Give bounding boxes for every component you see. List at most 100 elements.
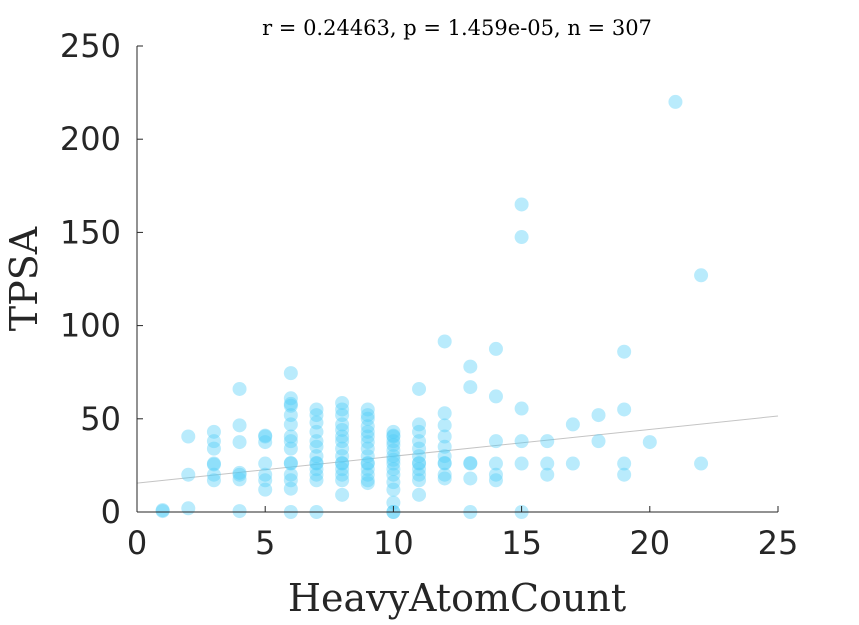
trend-line-layer bbox=[136, 415, 779, 484]
data-point bbox=[412, 424, 427, 439]
data-point bbox=[283, 391, 298, 406]
data-point bbox=[335, 402, 350, 417]
data-point bbox=[335, 467, 350, 482]
data-point bbox=[360, 429, 375, 444]
data-point bbox=[540, 456, 555, 471]
data-point bbox=[283, 366, 298, 381]
data-point bbox=[206, 473, 221, 488]
data-point bbox=[335, 434, 350, 449]
data-point bbox=[463, 456, 478, 471]
data-point bbox=[309, 439, 324, 454]
data-point bbox=[514, 230, 529, 245]
data-point bbox=[283, 456, 298, 471]
x-tick-label: 20 bbox=[629, 524, 670, 562]
axes bbox=[136, 46, 778, 513]
data-point bbox=[232, 467, 247, 482]
data-point bbox=[258, 482, 273, 497]
data-point bbox=[386, 437, 401, 452]
data-point bbox=[181, 467, 196, 482]
data-point bbox=[258, 473, 273, 488]
data-point bbox=[206, 441, 221, 456]
data-point bbox=[283, 455, 298, 470]
data-point bbox=[360, 449, 375, 464]
data-point bbox=[437, 456, 452, 471]
data-point bbox=[437, 449, 452, 464]
data-point bbox=[232, 418, 247, 433]
data-point bbox=[258, 467, 273, 482]
data-point bbox=[309, 408, 324, 423]
data-point bbox=[412, 455, 427, 470]
data-point bbox=[488, 467, 503, 482]
data-point bbox=[283, 417, 298, 432]
data-point bbox=[386, 456, 401, 471]
data-point bbox=[360, 441, 375, 456]
data-point bbox=[591, 434, 606, 449]
data-point bbox=[437, 334, 452, 349]
data-point bbox=[360, 402, 375, 417]
data-point bbox=[283, 434, 298, 449]
data-point bbox=[335, 449, 350, 464]
data-point bbox=[617, 456, 632, 471]
data-point bbox=[258, 435, 273, 450]
data-point bbox=[360, 473, 375, 488]
data-point bbox=[565, 456, 580, 471]
data-point bbox=[206, 467, 221, 482]
data-point bbox=[488, 341, 503, 356]
data-point bbox=[617, 467, 632, 482]
data-point bbox=[283, 408, 298, 423]
chart-title: r = 0.24463, p = 1.459e-05, n = 307 bbox=[262, 16, 652, 40]
x-tick-labels: 0 5 10 15 20 25 bbox=[127, 506, 798, 562]
data-point bbox=[386, 467, 401, 482]
data-point bbox=[694, 268, 709, 283]
data-point bbox=[437, 455, 452, 470]
data-point bbox=[412, 417, 427, 432]
data-point bbox=[437, 418, 452, 433]
data-point bbox=[412, 449, 427, 464]
data-point bbox=[309, 415, 324, 430]
data-point bbox=[463, 471, 478, 486]
data-point bbox=[386, 482, 401, 497]
data-point bbox=[232, 435, 247, 450]
data-point bbox=[617, 402, 632, 417]
data-point bbox=[206, 457, 221, 472]
data-point bbox=[668, 94, 683, 109]
data-point bbox=[540, 434, 555, 449]
data-point bbox=[309, 462, 324, 477]
data-point bbox=[514, 434, 529, 449]
data-point bbox=[463, 455, 478, 470]
data-point bbox=[258, 429, 273, 444]
y-tick-label: 200 bbox=[60, 120, 121, 158]
data-point bbox=[642, 435, 657, 450]
data-point bbox=[386, 449, 401, 464]
data-point bbox=[309, 455, 324, 470]
data-point bbox=[283, 441, 298, 456]
data-point bbox=[335, 395, 350, 410]
data-point bbox=[386, 495, 401, 510]
data-point bbox=[360, 456, 375, 471]
data-point bbox=[412, 473, 427, 488]
data-point bbox=[412, 456, 427, 471]
data-point bbox=[283, 473, 298, 488]
data-point bbox=[412, 467, 427, 482]
data-point bbox=[155, 503, 170, 518]
data-point bbox=[335, 441, 350, 456]
data-point bbox=[437, 429, 452, 444]
data-point bbox=[309, 449, 324, 464]
data-point bbox=[360, 435, 375, 450]
data-point bbox=[283, 467, 298, 482]
data-point bbox=[386, 462, 401, 477]
data-point bbox=[514, 401, 529, 416]
y-tick-label: 0 bbox=[101, 493, 121, 531]
data-point bbox=[488, 434, 503, 449]
data-point bbox=[386, 452, 401, 467]
data-point bbox=[463, 380, 478, 395]
data-point bbox=[206, 456, 221, 471]
y-tick-labels: 0 50 100 150 200 250 bbox=[60, 27, 143, 531]
data-point bbox=[412, 441, 427, 456]
x-tick-label: 10 bbox=[373, 524, 414, 562]
data-point bbox=[565, 417, 580, 432]
data-point bbox=[437, 439, 452, 454]
x-axis-title: HeavyAtomCount bbox=[288, 576, 626, 620]
data-point bbox=[488, 473, 503, 488]
data-point bbox=[386, 429, 401, 444]
